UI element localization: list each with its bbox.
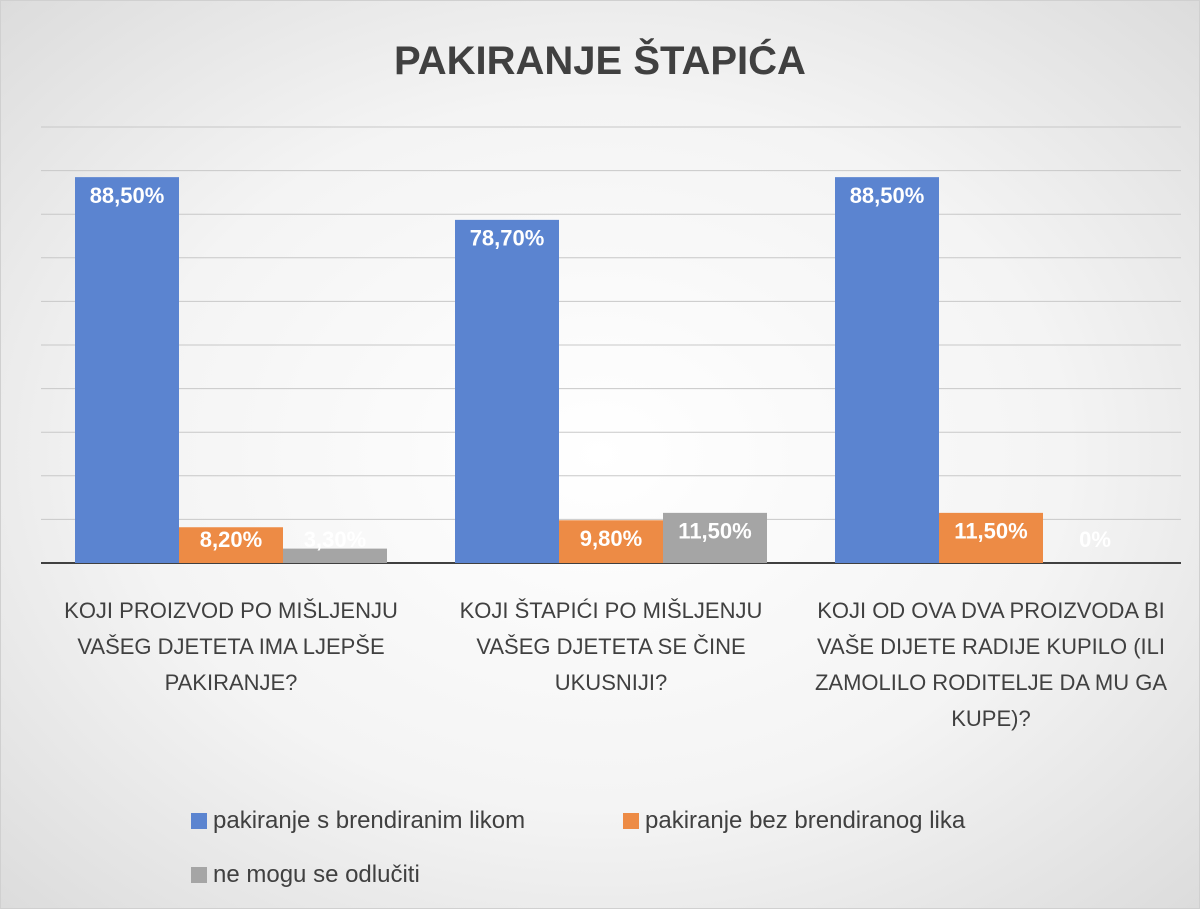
x-tick-label: KOJI OD OVA DVA PROIZVODA BI VAŠE DIJETE… [814, 598, 1168, 731]
legend-label: pakiranje s brendiranim likom [213, 807, 526, 834]
chart-title: PAKIRANJE ŠTAPIĆA [394, 39, 806, 83]
bar [559, 520, 663, 563]
value-label: 9,80% [580, 526, 642, 551]
bar [455, 219, 559, 564]
value-label: 88,50% [90, 183, 165, 208]
bar [179, 527, 283, 563]
bar [75, 177, 179, 563]
legend-swatch [191, 813, 207, 829]
legend-swatch [623, 813, 639, 829]
bar [835, 177, 939, 563]
x-tick-label: KOJI PROIZVOD PO MIŠLJENJU VAŠEG DJETETA… [64, 598, 398, 695]
bar [283, 548, 387, 563]
value-label: 3,30% [304, 527, 366, 552]
legend-item: ne mogu se odlučiti [191, 861, 420, 889]
value-label: 11,50% [678, 519, 751, 544]
value-label: 88,50% [850, 183, 925, 208]
legend-item: pakiranje bez brendiranog lika [623, 807, 965, 835]
legend-item: pakiranje s brendiranim likom [191, 807, 525, 835]
bar [939, 512, 1043, 563]
legend-swatch [191, 867, 207, 883]
x-tick-label: KOJI ŠTAPIĆI PO MIŠLJENJU VAŠEG DJETETA … [459, 598, 763, 695]
value-label: 0% [1079, 527, 1111, 552]
value-label: 11,50% [954, 519, 1027, 544]
value-label: 8,20% [200, 527, 262, 552]
legend-label: ne mogu se odlučiti [213, 861, 420, 888]
legend-label: pakiranje bez brendiranog lika [645, 807, 966, 834]
value-label: 78,70% [470, 226, 545, 251]
bar [663, 512, 767, 563]
